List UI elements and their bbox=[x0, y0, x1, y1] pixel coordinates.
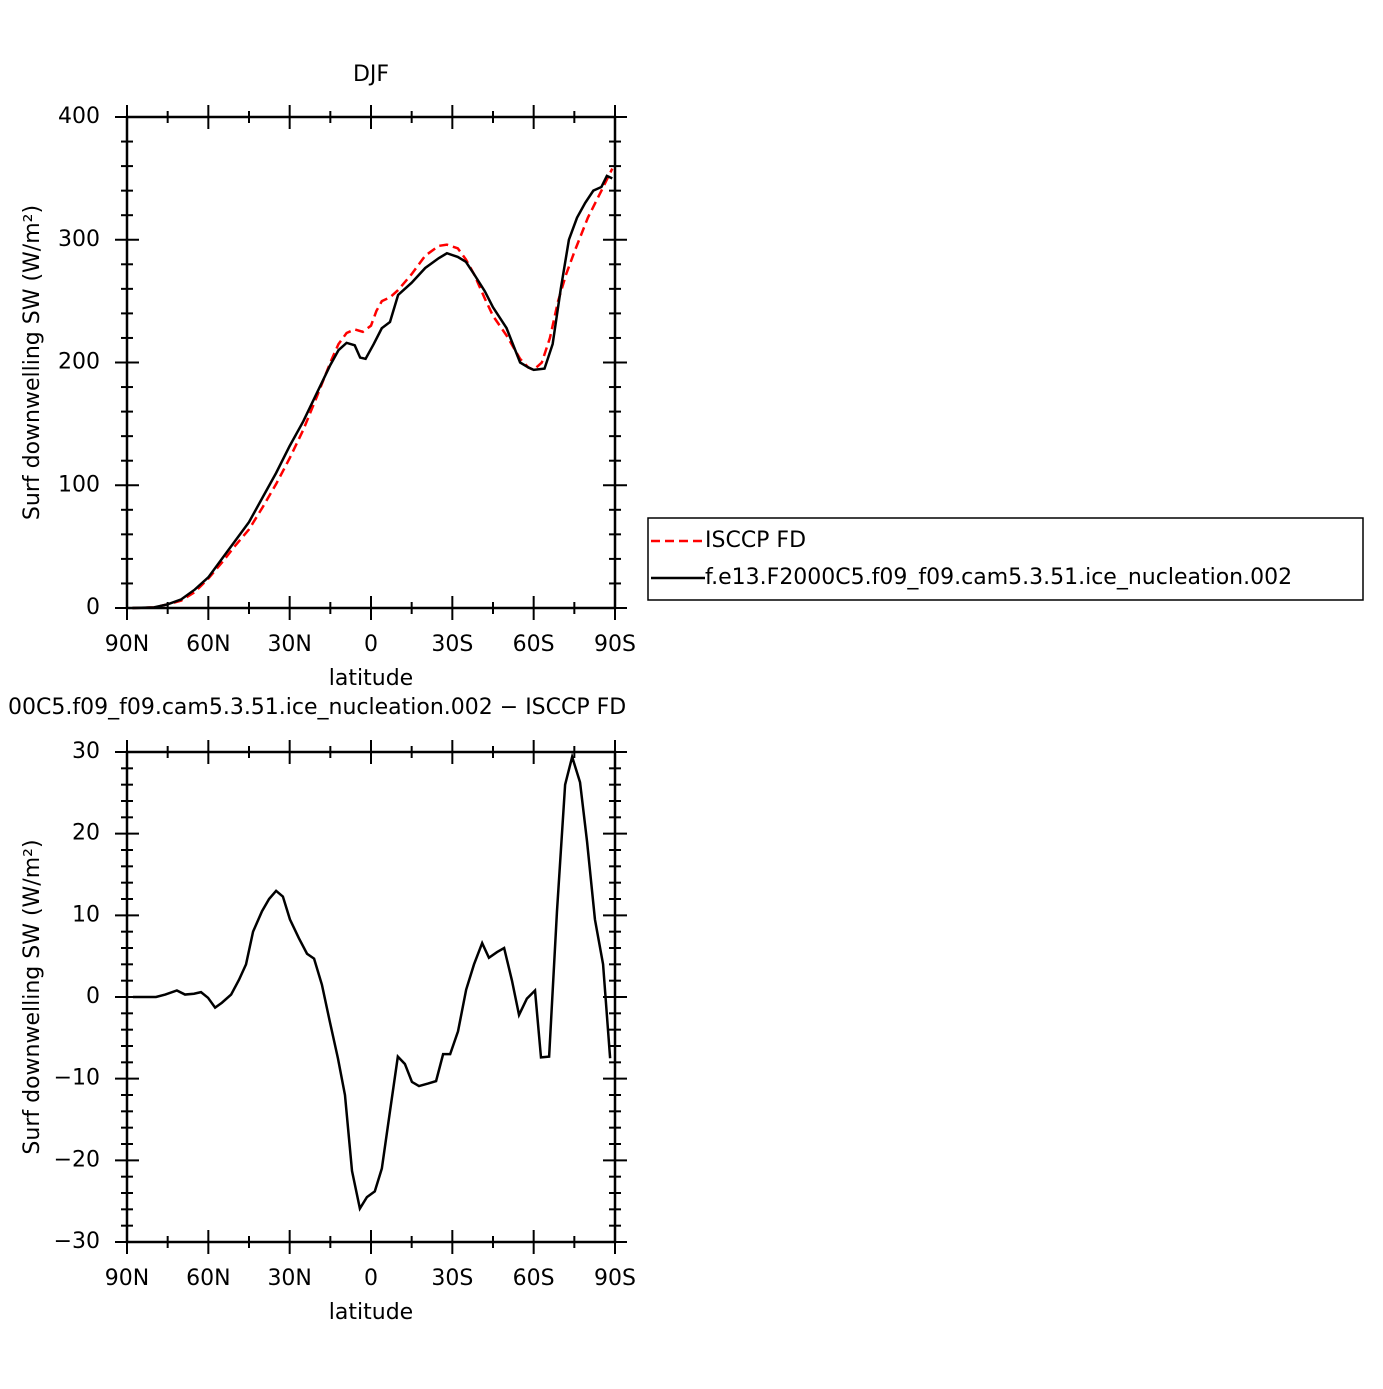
data-line bbox=[132, 168, 614, 610]
data-line bbox=[132, 752, 612, 1212]
x-tick-label: 90N bbox=[105, 1266, 149, 1291]
y-tick-label: 10 bbox=[72, 902, 100, 927]
y-tick-label: 30 bbox=[72, 739, 100, 764]
y-tick-label: 20 bbox=[72, 821, 100, 846]
y-tick-label: −10 bbox=[54, 1066, 100, 1091]
x-axis-label: latitude bbox=[329, 1300, 413, 1325]
x-tick-label: 60N bbox=[186, 1266, 230, 1291]
y-tick-label: −30 bbox=[54, 1229, 100, 1254]
y-axis-label: Surf downwelling SW (W/m²) bbox=[20, 205, 45, 520]
x-tick-label: 60S bbox=[513, 1266, 555, 1291]
x-tick-label: 90S bbox=[594, 1266, 636, 1291]
y-tick-label: −20 bbox=[54, 1147, 100, 1172]
y-tick-label: 300 bbox=[58, 227, 100, 252]
data-line bbox=[132, 174, 613, 610]
chart-title: 00C5.f09_f09.cam5.3.51.ice_nucleation.00… bbox=[8, 695, 626, 720]
y-axis-label: Surf downwelling SW (W/m²) bbox=[20, 839, 45, 1154]
x-tick-label: 90S bbox=[594, 632, 636, 657]
legend-label: f.e13.F2000C5.f09_f09.cam5.3.51.ice_nucl… bbox=[705, 565, 1292, 590]
x-tick-label: 30N bbox=[267, 1266, 311, 1291]
x-tick-label: 60N bbox=[186, 632, 230, 657]
x-axis-label: latitude bbox=[329, 666, 413, 691]
x-tick-label: 30S bbox=[431, 632, 473, 657]
y-tick-label: 200 bbox=[58, 350, 100, 375]
legend-label: ISCCP FD bbox=[705, 528, 806, 553]
chart-title: DJF bbox=[353, 62, 389, 87]
x-tick-label: 30N bbox=[267, 632, 311, 657]
legend-box bbox=[647, 517, 1364, 601]
y-tick-label: 0 bbox=[86, 984, 100, 1009]
y-tick-label: 100 bbox=[58, 472, 100, 497]
x-tick-label: 30S bbox=[431, 1266, 473, 1291]
plot-frame bbox=[125, 750, 617, 1244]
x-tick-label: 0 bbox=[364, 1266, 378, 1291]
x-tick-label: 90N bbox=[105, 632, 149, 657]
y-tick-label: 0 bbox=[86, 595, 100, 620]
y-tick-label: 400 bbox=[58, 104, 100, 129]
x-tick-label: 0 bbox=[364, 632, 378, 657]
x-tick-label: 60S bbox=[513, 632, 555, 657]
